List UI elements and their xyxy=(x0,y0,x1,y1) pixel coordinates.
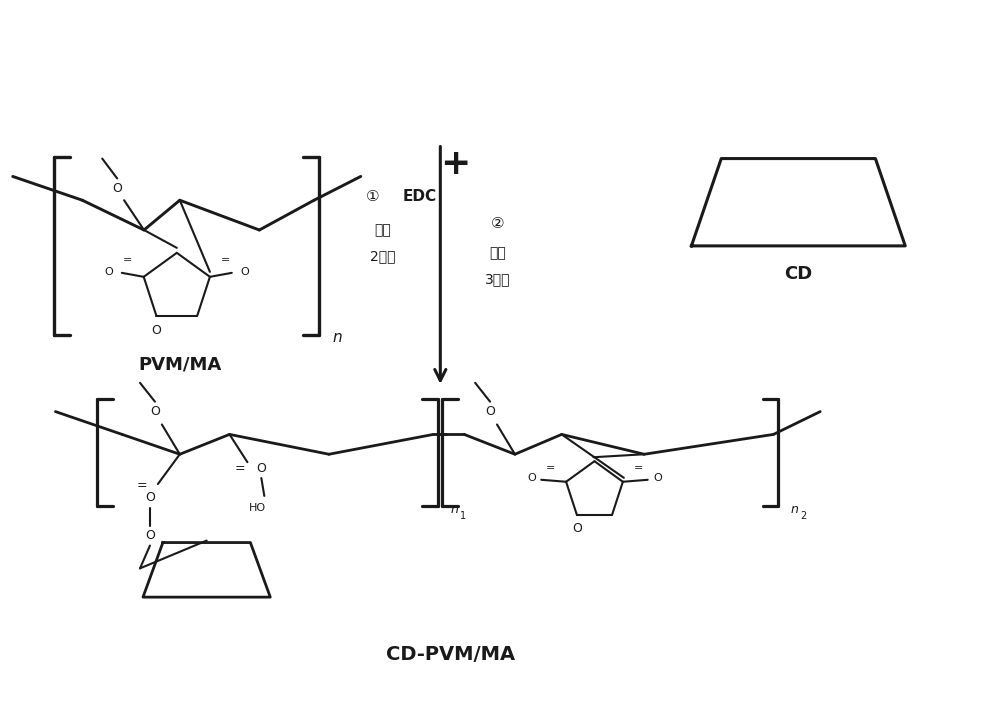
Text: n: n xyxy=(333,330,343,345)
Text: O: O xyxy=(653,473,662,483)
Text: 3小时: 3小时 xyxy=(485,272,511,287)
Text: =: = xyxy=(546,463,555,473)
Text: O: O xyxy=(145,529,155,542)
Text: PVM/MA: PVM/MA xyxy=(138,356,221,374)
Text: O: O xyxy=(145,491,155,505)
Text: ①: ① xyxy=(366,189,380,204)
Text: +: + xyxy=(440,146,470,181)
Text: n: n xyxy=(790,503,798,516)
Text: CD-PVM/MA: CD-PVM/MA xyxy=(386,645,515,664)
Text: CD: CD xyxy=(784,265,812,282)
Text: O: O xyxy=(150,405,160,418)
Text: 室温: 室温 xyxy=(490,246,506,260)
Text: 2: 2 xyxy=(800,511,807,521)
Text: 2小时: 2小时 xyxy=(370,249,395,263)
Text: O: O xyxy=(572,523,582,536)
Text: O: O xyxy=(112,182,122,195)
Text: =: = xyxy=(123,255,132,265)
Text: O: O xyxy=(256,462,266,475)
Text: O: O xyxy=(240,267,249,277)
Text: 沐浴: 沐浴 xyxy=(374,223,391,237)
Text: O: O xyxy=(151,324,161,337)
Text: n: n xyxy=(450,503,458,516)
Text: =: = xyxy=(221,255,231,265)
Text: EDC: EDC xyxy=(403,189,437,204)
Text: =: = xyxy=(137,480,147,493)
Text: O: O xyxy=(485,405,495,418)
Text: =: = xyxy=(634,463,643,473)
Text: O: O xyxy=(527,473,536,483)
Text: =: = xyxy=(234,462,245,475)
Text: O: O xyxy=(105,267,113,277)
Text: 1: 1 xyxy=(460,511,466,521)
Text: ②: ② xyxy=(491,216,505,231)
Text: HO: HO xyxy=(249,503,266,513)
